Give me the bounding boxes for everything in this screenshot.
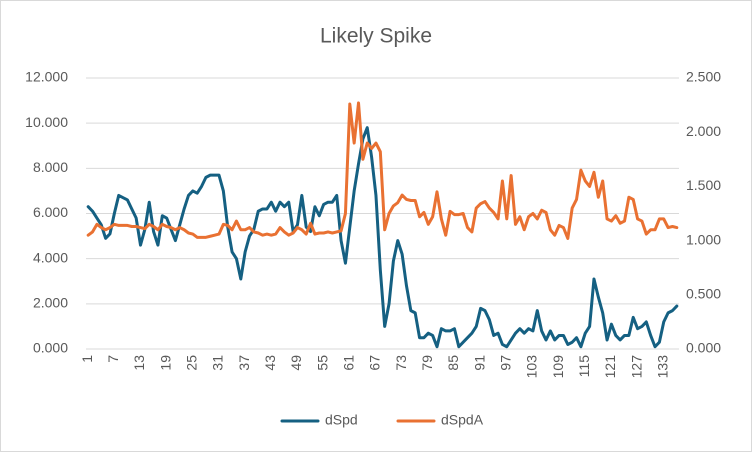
y2-tick-label: 2.000	[686, 123, 721, 139]
x-tick-label: 37	[236, 355, 252, 371]
x-tick-label: 1	[79, 355, 95, 363]
x-tick-label: 109	[550, 355, 566, 379]
y2-tick-label: 2.500	[686, 69, 721, 85]
x-tick-label: 79	[419, 355, 435, 371]
x-tick-label: 49	[288, 355, 304, 371]
y-tick-label: 0.000	[33, 340, 68, 356]
x-tick-label: 55	[314, 355, 330, 371]
series-line	[86, 126, 679, 349]
legend-label: dSpdA	[441, 412, 484, 428]
x-tick-label: 85	[445, 355, 461, 371]
x-tick-label: 73	[393, 355, 409, 371]
x-tick-label: 31	[210, 355, 226, 371]
y-tick-label: 2.000	[33, 295, 68, 311]
y-tick-label: 8.000	[33, 159, 68, 175]
y-tick-label: 6.000	[33, 204, 68, 220]
x-tick-label: 97	[497, 355, 513, 371]
y-tick-label: 12.000	[25, 69, 68, 85]
y2-tick-label: 1.000	[686, 231, 721, 247]
x-tick-label: 121	[602, 355, 618, 379]
legend-label: dSpd	[325, 412, 358, 428]
x-tick-label: 13	[131, 355, 147, 371]
x-tick-label: 7	[105, 355, 121, 363]
x-tick-label: 25	[184, 355, 200, 371]
series-line	[86, 101, 679, 240]
y2-tick-label: 0.500	[686, 286, 721, 302]
y2-tick-label: 0.000	[686, 340, 721, 356]
x-tick-label: 127	[628, 355, 644, 379]
x-tick-label: 67	[367, 355, 383, 371]
x-tick-label: 19	[157, 355, 173, 371]
chart-title: Likely Spike	[320, 25, 432, 48]
y2-tick-label: 1.500	[686, 177, 721, 193]
y-tick-label: 4.000	[33, 249, 68, 265]
x-tick-label: 91	[471, 355, 487, 371]
x-tick-label: 103	[524, 355, 540, 379]
x-tick-label: 133	[654, 355, 670, 379]
x-tick-label: 115	[576, 355, 592, 378]
x-tick-label: 61	[341, 355, 357, 371]
x-tick-label: 43	[262, 355, 278, 371]
y-tick-label: 10.000	[25, 114, 68, 130]
